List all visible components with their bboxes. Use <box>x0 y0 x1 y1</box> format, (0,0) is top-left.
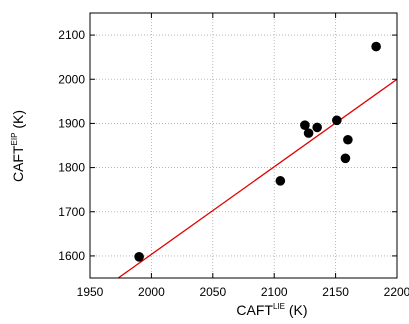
y-tick-label-3: 1900 <box>58 116 85 130</box>
y-tick-label-1: 1700 <box>58 205 85 219</box>
x-tick-label-2: 2050 <box>199 285 226 299</box>
y-axis-title: CAFTEIP (K) <box>10 110 26 182</box>
y-tick-label-4: 2000 <box>58 72 85 86</box>
data-point-4 <box>312 122 322 133</box>
fit-line <box>117 78 398 279</box>
y-tick-label-5: 2100 <box>58 28 85 42</box>
x-tick-label-3: 2100 <box>261 285 288 299</box>
x-tick-label-5: 2200 <box>384 285 409 299</box>
data-points <box>134 41 381 262</box>
data-point-3 <box>303 128 314 138</box>
data-point-8 <box>371 41 381 52</box>
y-axis-title-sup: EIP <box>10 133 19 146</box>
data-point-7 <box>343 134 353 145</box>
y-axis-title-unit: (K) <box>10 110 26 133</box>
y-tick-label-2: 1800 <box>58 161 85 175</box>
x-tick-label-1: 2000 <box>138 285 165 299</box>
grid <box>90 13 397 278</box>
fit-line-layer <box>117 78 398 279</box>
data-point-1 <box>275 176 286 186</box>
data-point-2 <box>300 120 310 130</box>
data-point-6 <box>340 153 351 164</box>
x-axis-title-base: CAFT <box>236 302 273 318</box>
x-axis-title-sup: LIE <box>273 302 285 311</box>
x-tick-label-4: 2150 <box>322 285 349 299</box>
x-axis-title: CAFTLIE (K) <box>236 302 307 318</box>
data-point-0 <box>134 251 144 262</box>
tick-labels: 1950 2000 2050 2100 2150 2200 1600 1700 1800 1900… <box>58 28 409 299</box>
axis-ticks <box>89 13 398 278</box>
x-axis-title-unit: (K) <box>285 302 308 318</box>
plot-frame <box>89 12 398 279</box>
y-tick-label-0: 1600 <box>58 249 85 263</box>
data-point-5 <box>332 115 342 126</box>
x-tick-label-0: 1950 <box>77 285 104 299</box>
y-axis-title-base: CAFT <box>10 145 26 182</box>
